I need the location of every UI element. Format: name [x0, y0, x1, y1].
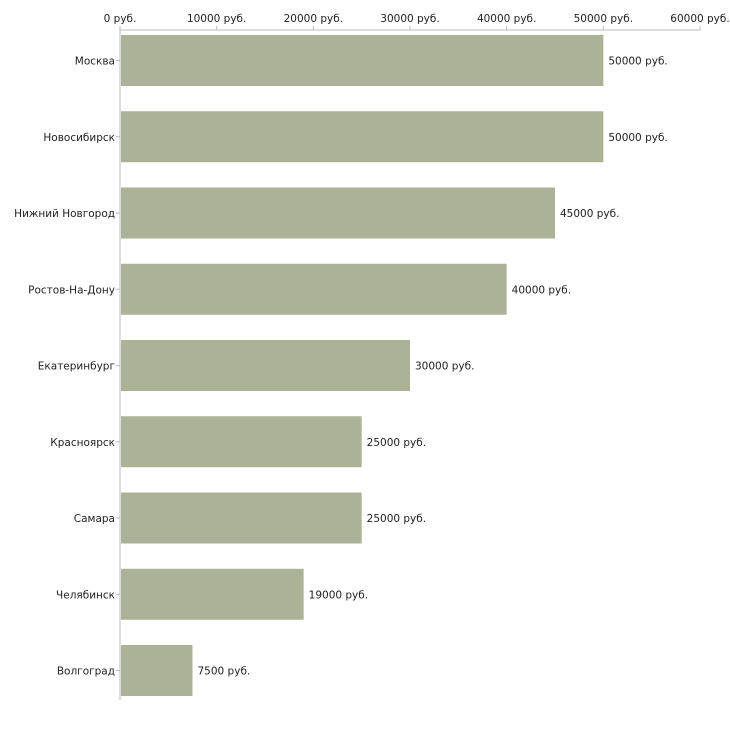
category-label: Красноярск	[50, 437, 115, 449]
value-label: 19000 руб.	[309, 589, 368, 601]
category-label: Нижний Новгород	[14, 208, 115, 220]
category-label: Екатеринбург	[38, 361, 115, 373]
x-tick-label: 0 руб.	[104, 13, 137, 25]
value-label: 50000 руб.	[608, 56, 667, 68]
bar	[121, 492, 362, 544]
value-label: 50000 руб.	[608, 132, 667, 144]
bar	[121, 263, 507, 315]
bar	[121, 187, 555, 239]
label-layer: 0 руб. 10000 руб. 20000 руб. 30000 руб. 4000…	[14, 13, 730, 678]
value-label: 45000 руб.	[560, 208, 619, 220]
x-tick-label: 30000 руб.	[380, 13, 439, 25]
x-tick-label: 60000 руб.	[670, 13, 729, 25]
x-tick-label: 10000 руб.	[187, 13, 246, 25]
bar	[121, 35, 604, 86]
category-label: Москва	[75, 56, 115, 68]
axis-layer	[116, 26, 701, 700]
category-label: Ростов-На-Дону	[28, 284, 115, 296]
bar	[121, 568, 304, 620]
bar	[121, 111, 604, 163]
value-label: 30000 руб.	[415, 361, 474, 373]
category-label: Самара	[74, 513, 115, 525]
bar	[121, 645, 193, 696]
value-label: 40000 руб.	[512, 284, 571, 296]
x-tick-label: 20000 руб.	[284, 13, 343, 25]
bar	[121, 340, 410, 391]
x-tick-label: 50000 руб.	[574, 13, 633, 25]
value-label: 25000 руб.	[367, 437, 426, 449]
bar-layer	[121, 35, 604, 696]
value-label: 7500 руб.	[198, 666, 251, 678]
category-label: Волгоград	[57, 666, 115, 678]
value-label: 25000 руб.	[367, 513, 426, 525]
category-label: Новосибирск	[43, 132, 115, 144]
category-label: Челябинск	[56, 589, 115, 601]
x-tick-label: 40000 руб.	[477, 13, 536, 25]
bar	[121, 416, 362, 468]
